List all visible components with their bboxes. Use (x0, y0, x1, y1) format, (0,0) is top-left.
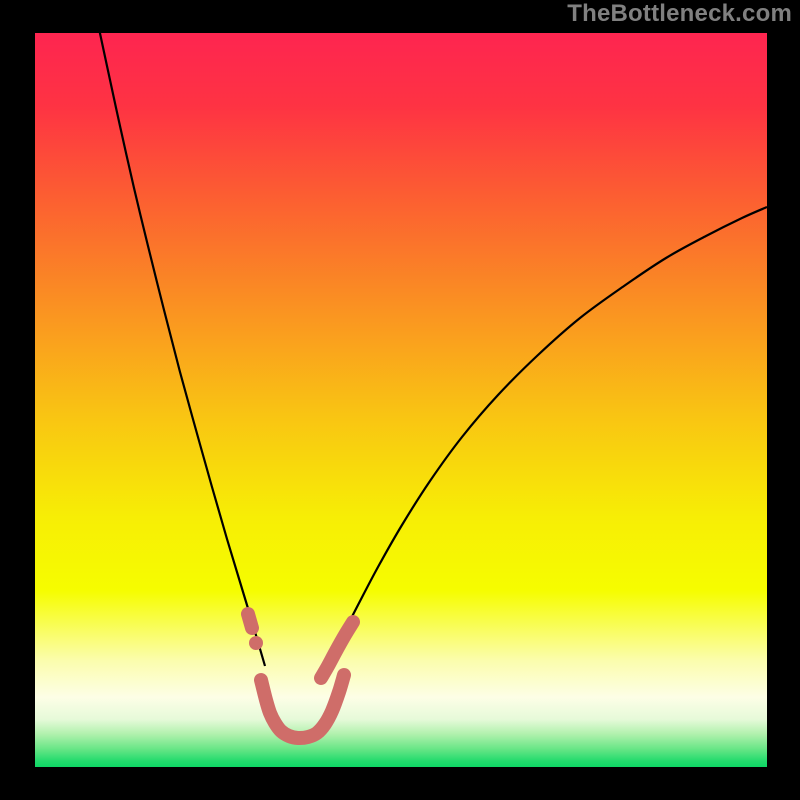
plot-area (35, 33, 767, 767)
stage: TheBottleneck.com (0, 0, 800, 800)
thick-left-dot (249, 636, 263, 650)
bottleneck-chart (0, 0, 800, 800)
thick-left-short (248, 614, 252, 628)
watermark-text: TheBottleneck.com (567, 0, 792, 28)
